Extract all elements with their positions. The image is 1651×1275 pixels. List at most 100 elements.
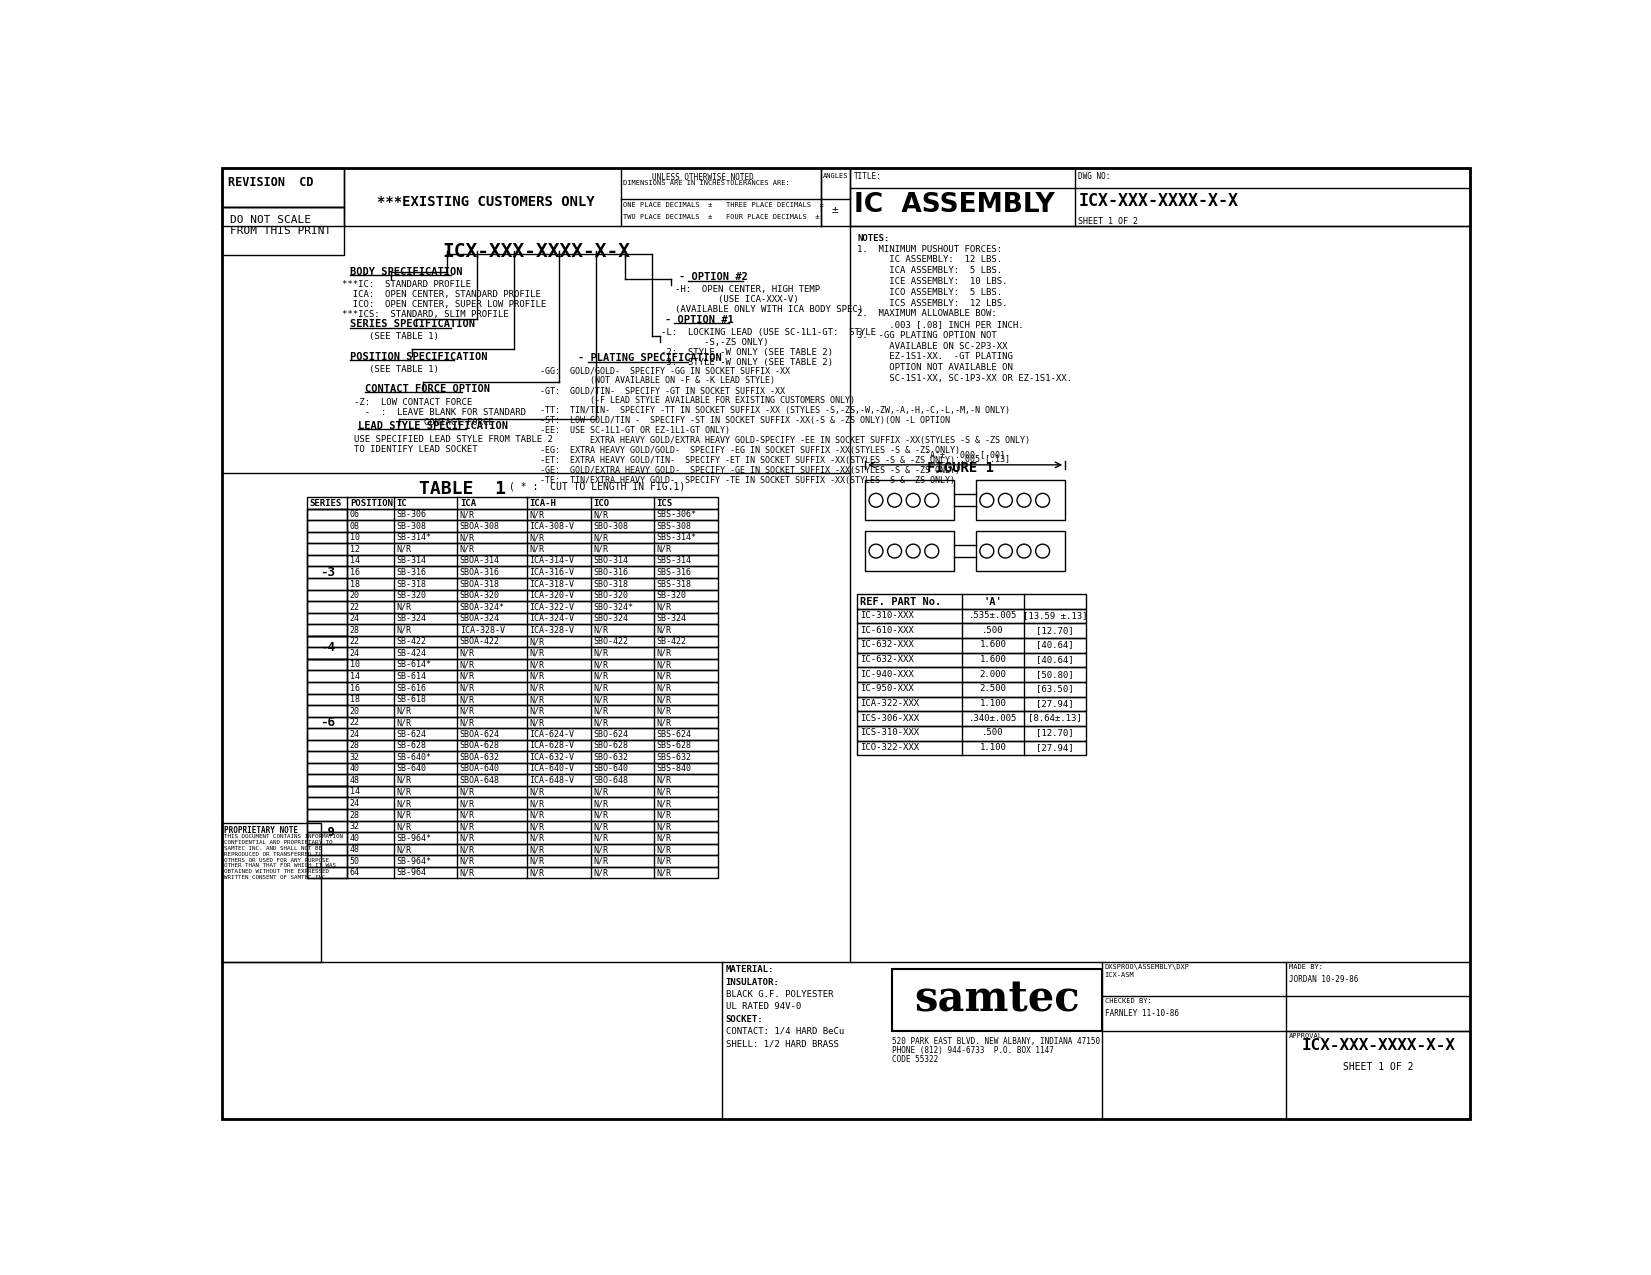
Text: SBO-324*: SBO-324* <box>593 603 632 612</box>
Text: 14: 14 <box>350 788 360 797</box>
Bar <box>857 696 1086 711</box>
Text: BLACK G.F. POLYESTER: BLACK G.F. POLYESTER <box>726 989 834 1000</box>
Text: (AVAILABLE ONLY WITH ICA BODY SPEC): (AVAILABLE ONLY WITH ICA BODY SPEC) <box>675 306 863 315</box>
Text: UL RATED 94V-0: UL RATED 94V-0 <box>726 1002 801 1011</box>
Text: N/R: N/R <box>459 672 475 681</box>
Text: ICA-320-V: ICA-320-V <box>530 592 575 601</box>
Text: 3.  -GG PLATING OPTION NOT: 3. -GG PLATING OPTION NOT <box>857 332 997 340</box>
Text: N/R: N/R <box>657 718 672 727</box>
Text: 28: 28 <box>350 741 360 750</box>
Text: SBO-316: SBO-316 <box>593 569 627 578</box>
Text: 06: 06 <box>350 510 360 519</box>
Text: N/R: N/R <box>657 799 672 808</box>
Text: IC-610-XXX: IC-610-XXX <box>860 626 913 635</box>
Text: -GT:  GOLD/TIN-  SPECIFY -GT IN SOCKET SUFFIX -XX: -GT: GOLD/TIN- SPECIFY -GT IN SOCKET SUF… <box>540 386 784 395</box>
Text: (USE ICA-XXX-V): (USE ICA-XXX-V) <box>675 296 799 305</box>
Bar <box>307 705 718 717</box>
Text: N/R: N/R <box>657 822 672 831</box>
Bar <box>307 762 718 774</box>
Text: -L:  LOCKING LEAD (USE SC-1L1-GT:  STYLE: -L: LOCKING LEAD (USE SC-1L1-GT: STYLE <box>662 328 877 337</box>
Text: DIMENSIONS ARE IN INCHES: DIMENSIONS ARE IN INCHES <box>624 180 725 186</box>
Bar <box>307 797 718 810</box>
Bar <box>307 856 718 867</box>
Text: N/R: N/R <box>459 788 475 797</box>
Text: ICA-318-V: ICA-318-V <box>530 580 575 589</box>
Bar <box>307 520 718 532</box>
Text: SB-424: SB-424 <box>396 649 426 658</box>
Text: SB-314: SB-314 <box>396 556 426 566</box>
Text: N/R: N/R <box>657 811 672 820</box>
Text: IC-632-XXX: IC-632-XXX <box>860 640 913 649</box>
Text: N/R: N/R <box>593 718 608 727</box>
Text: (NOT AVAILABLE ON -F & -K LEAD STYLE): (NOT AVAILABLE ON -F & -K LEAD STYLE) <box>540 376 774 385</box>
Text: N/R: N/R <box>593 857 608 866</box>
Text: (SEE TABLE 1): (SEE TABLE 1) <box>370 332 439 340</box>
Bar <box>857 682 1086 696</box>
Text: N/R: N/R <box>593 706 608 715</box>
Bar <box>307 821 718 833</box>
Text: N/R: N/R <box>459 649 475 658</box>
Text: N/R: N/R <box>459 845 475 854</box>
Text: N/R: N/R <box>396 788 411 797</box>
Text: N/R: N/R <box>593 649 608 658</box>
Text: N/R: N/R <box>657 683 672 692</box>
Text: POSITION: POSITION <box>350 499 393 507</box>
Bar <box>307 636 347 659</box>
Text: N/R: N/R <box>530 638 545 646</box>
Text: 24: 24 <box>350 729 360 738</box>
Text: MATERIAL:: MATERIAL: <box>726 965 774 974</box>
Text: UNLESS OTHERWISE NOTED: UNLESS OTHERWISE NOTED <box>652 173 755 182</box>
Bar <box>857 741 1086 755</box>
Text: SB-318: SB-318 <box>396 580 426 589</box>
Text: CHECKED BY:: CHECKED BY: <box>1105 998 1151 1005</box>
Text: N/R: N/R <box>593 626 608 635</box>
Bar <box>307 636 718 648</box>
Text: ICA-322-XXX: ICA-322-XXX <box>860 699 920 708</box>
Text: POSITION SPECIFICATION: POSITION SPECIFICATION <box>350 352 487 362</box>
Text: [8.64±.13]: [8.64±.13] <box>1029 714 1081 723</box>
Text: N/R: N/R <box>593 660 608 669</box>
Text: ICO-322-XXX: ICO-322-XXX <box>860 743 920 752</box>
Text: N/R: N/R <box>593 695 608 704</box>
Text: .500: .500 <box>982 728 1004 737</box>
Text: SBOA-632: SBOA-632 <box>459 752 500 762</box>
Bar <box>307 497 718 509</box>
Bar <box>857 638 1086 653</box>
Text: SB-324: SB-324 <box>657 615 687 623</box>
Text: 50: 50 <box>350 857 360 866</box>
Text: 32: 32 <box>350 822 360 831</box>
Text: N/R: N/R <box>593 822 608 831</box>
Text: 2.500: 2.500 <box>979 685 1007 694</box>
Text: NOTES:: NOTES: <box>857 233 890 242</box>
Bar <box>307 659 718 671</box>
Text: -3: -3 <box>320 566 335 579</box>
Text: CODE 55322: CODE 55322 <box>892 1056 938 1065</box>
Text: SBOA-320: SBOA-320 <box>459 592 500 601</box>
Text: 14: 14 <box>350 556 360 566</box>
Text: [12.70]: [12.70] <box>1037 728 1073 737</box>
Bar <box>307 751 718 762</box>
Text: THREE PLACE DECIMALS  ±: THREE PLACE DECIMALS ± <box>726 203 824 208</box>
Text: N/R: N/R <box>593 683 608 692</box>
Text: N/R: N/R <box>657 626 672 635</box>
Text: TOLERANCES ARE:: TOLERANCES ARE: <box>726 180 789 186</box>
Text: N/R: N/R <box>657 857 672 866</box>
Text: ICA-H: ICA-H <box>530 499 556 507</box>
Text: IC-310-XXX: IC-310-XXX <box>860 611 913 620</box>
Text: EZ-1S1-XX.  -GT PLATING: EZ-1S1-XX. -GT PLATING <box>857 352 1014 361</box>
Text: 520 PARK EAST BLVD. NEW ALBANY, INDIANA 47150: 520 PARK EAST BLVD. NEW ALBANY, INDIANA … <box>892 1037 1100 1045</box>
Text: ICO: ICO <box>593 499 609 507</box>
Text: ***ICS:  STANDARD, SLIM PROFILE: ***ICS: STANDARD, SLIM PROFILE <box>342 310 509 319</box>
Text: THIS DOCUMENT CONTAINS INFORMATION
CONFIDENTIAL AND PROPRIETARY TO
SAMTEC INC. A: THIS DOCUMENT CONTAINS INFORMATION CONFI… <box>225 834 343 880</box>
Text: 1.100: 1.100 <box>979 699 1007 708</box>
Text: N/R: N/R <box>530 672 545 681</box>
Text: BODY SPECIFICATION: BODY SPECIFICATION <box>350 266 462 277</box>
Text: 28: 28 <box>350 811 360 820</box>
Bar <box>221 822 320 961</box>
Text: 08: 08 <box>350 521 360 530</box>
Text: N/R: N/R <box>530 868 545 877</box>
Bar <box>857 609 1086 623</box>
Text: (SEE TABLE 1): (SEE TABLE 1) <box>370 365 439 374</box>
Text: N/R: N/R <box>459 811 475 820</box>
Text: ***EXISTING CUSTOMERS ONLY: ***EXISTING CUSTOMERS ONLY <box>376 195 594 209</box>
